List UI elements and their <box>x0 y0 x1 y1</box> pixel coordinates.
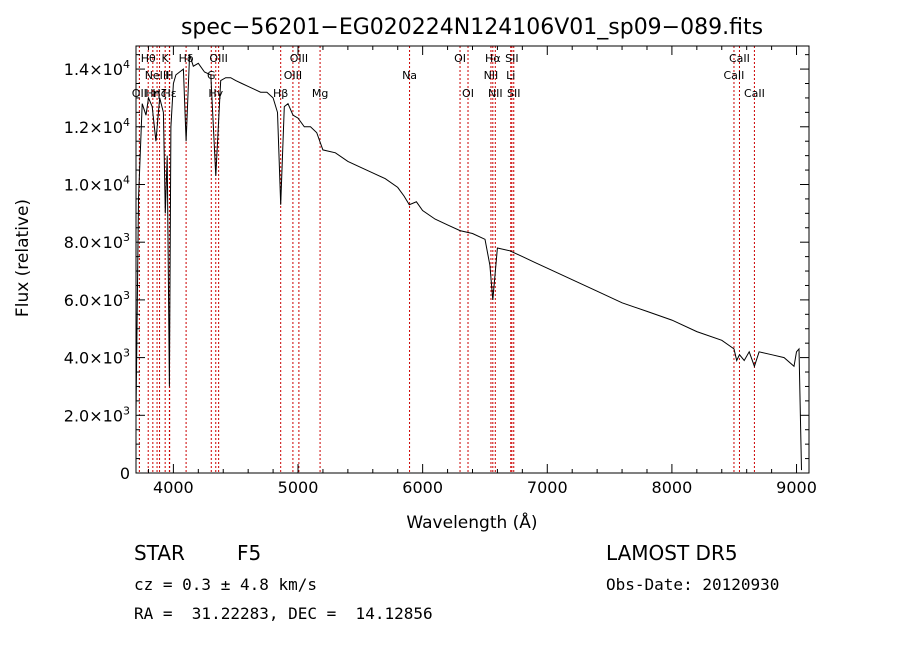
redshift-text: cz = 0.3 ± 4.8 km/s <box>134 575 318 594</box>
line-label: OIII <box>209 52 227 65</box>
line-label: CaII <box>724 69 745 82</box>
line-label: SII <box>507 87 520 100</box>
line-label: Hθ <box>141 52 156 65</box>
line-label: Hε <box>163 87 177 100</box>
line-label: OIII <box>290 52 308 65</box>
line-label: K <box>162 52 170 65</box>
line-label: NeIII <box>145 69 170 82</box>
line-label: OIII <box>284 69 302 82</box>
x-tick-label: 8000 <box>652 478 693 497</box>
line-label: OI <box>462 87 474 100</box>
x-tick-label: 9000 <box>776 478 817 497</box>
line-label: CaII <box>744 87 765 100</box>
line-label: SII <box>505 52 518 65</box>
line-label: OI <box>454 52 466 65</box>
x-tick-label: 4000 <box>153 478 194 497</box>
y-tick-label: 1.2×104 <box>64 116 130 137</box>
line-label: Hη <box>145 87 160 100</box>
line-label: NII <box>488 87 503 100</box>
chart-title: spec−56201−EG020224N124106V01_sp09−089.f… <box>181 15 763 40</box>
line-label: Mg <box>312 87 328 100</box>
line-label: Hδ <box>179 52 194 65</box>
x-axis-label: Wavelength (Å) <box>406 511 537 533</box>
y-tick-label: 0 <box>120 464 130 483</box>
line-markers <box>138 46 755 473</box>
x-tick-label: 6000 <box>402 478 443 497</box>
y-axis-label: Flux (relative) <box>13 199 33 317</box>
object-subclass: F5 <box>237 541 262 565</box>
line-label: Na <box>402 69 417 82</box>
line-label: CaII <box>729 52 750 65</box>
coordinates-text: RA = 31.22283, DEC = 14.12856 <box>134 604 433 623</box>
object-class: STAR <box>134 541 185 565</box>
survey-label: LAMOST DR5 <box>606 541 738 565</box>
line-label: Li <box>506 69 515 82</box>
spectrum-line <box>135 54 802 471</box>
line-labels: OIIHθHηNeIIIHζKHHεHδGHγOIIIHβOIIIOIIIMgN… <box>132 52 765 100</box>
y-tick-label: 8.0×103 <box>64 231 130 252</box>
line-label: Hγ <box>208 87 223 100</box>
obs-date-text: Obs-Date: 20120930 <box>606 575 780 594</box>
line-label: Hα <box>485 52 501 65</box>
x-axis: 4000 5000 6000 7000 8000 9000 <box>147 46 817 497</box>
y-tick-label: 1.4×104 <box>64 58 130 79</box>
plot-frame <box>135 45 810 474</box>
line-label: H <box>165 69 173 82</box>
x-tick-label: 5000 <box>278 478 319 497</box>
line-label: Hβ <box>273 87 288 100</box>
x-tick-label: 7000 <box>527 478 568 497</box>
y-axis: 0 2.0×103 4.0×103 6.0×103 8.0×103 1.0×104 1.2×… <box>64 54 809 483</box>
y-tick-label: 2.0×103 <box>64 404 130 425</box>
line-label: Hζ <box>152 87 166 100</box>
line-label: NII <box>484 69 499 82</box>
y-tick-label: 1.0×104 <box>64 173 130 194</box>
y-tick-label: 6.0×103 <box>64 289 130 310</box>
y-tick-label: 4.0×103 <box>64 347 130 368</box>
